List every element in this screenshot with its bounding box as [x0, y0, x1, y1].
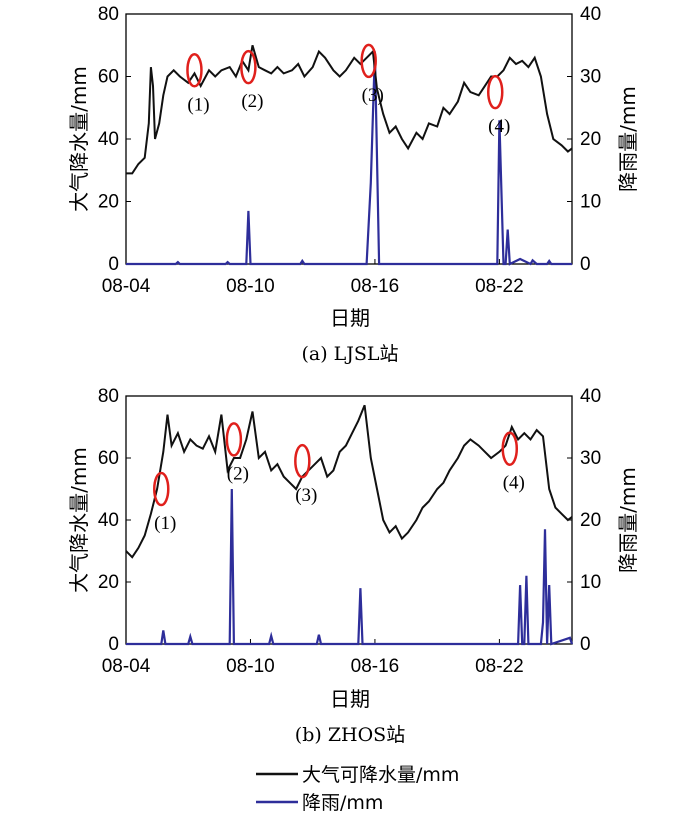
plot-frame-b — [125, 395, 573, 645]
annotation-label-a-3: (3) — [362, 85, 384, 106]
y2-tick-label-b-0: 0 — [580, 634, 591, 655]
tick-group-b: 0 20 40 60 80 0 10 20 30 40 08-04 08-10 08-16 08-22 — [98, 386, 601, 677]
y2-tick-label-a-4: 40 — [580, 4, 601, 25]
y2-tick-label-a-0: 0 — [580, 254, 591, 275]
y-tick-label-a-3: 60 — [98, 67, 119, 88]
y2-tick-label-a-3: 30 — [580, 67, 601, 88]
y2-axis-label-a: 降雨量/mm — [616, 86, 640, 192]
x-tick-label-b-0: 08-04 — [102, 656, 151, 677]
y-tick-label-b-1: 20 — [98, 572, 119, 593]
caption-a: (a) LJSL站 — [301, 343, 398, 365]
annotation-label-b-1: (1) — [154, 513, 176, 534]
highlight-ellipse-b-1 — [153, 471, 170, 507]
x-tick-label-a-3: 08-22 — [475, 276, 524, 297]
y-tick-label-b-2: 40 — [98, 510, 119, 531]
highlight-ellipse-a-1 — [186, 53, 203, 88]
annotation-label-a-1: (1) — [187, 94, 209, 115]
annotation-label-b-4: (4) — [503, 473, 525, 494]
y2-tick-label-a-1: 10 — [580, 192, 601, 213]
annotation-label-b-2: (2) — [227, 463, 249, 484]
y2-axis-label-b: 降雨量/mm — [616, 467, 640, 573]
plot-frame-a — [125, 13, 573, 265]
legend: 大气可降水量/mm 降雨/mm — [256, 764, 459, 814]
x-axis-label-b: 日期 — [330, 687, 370, 711]
y2-tick-label-b-1: 10 — [580, 572, 601, 593]
x-tick-label-b-3: 08-22 — [475, 656, 524, 677]
x-axis-label-a: 日期 — [330, 306, 370, 330]
y-axis-label-b: 大气降水量/mm — [67, 447, 91, 593]
highlight-ellipse-a-3 — [360, 43, 377, 79]
y2-tick-label-b-2: 20 — [580, 510, 601, 531]
x-tick-label-b-1: 08-10 — [226, 656, 275, 677]
annotation-label-a-2: (2) — [241, 91, 263, 112]
annotation-label-b-3: (3) — [295, 485, 317, 506]
legend-label-rain: 降雨/mm — [302, 792, 383, 814]
annotation-group-b: (1) (2) (3) (4) — [153, 422, 525, 534]
highlight-ellipse-a-4 — [486, 74, 504, 110]
panel-a: 0 20 40 60 80 0 10 20 30 40 08-04 08-10 08-16 08-22 (… — [67, 4, 640, 365]
y-tick-label-a-1: 20 — [98, 192, 119, 213]
panel-b: 0 20 40 60 80 0 10 20 30 40 08-04 08-10 08-16 08-22 (… — [67, 386, 640, 746]
y-tick-label-a-0: 0 — [108, 254, 119, 275]
y-tick-label-a-2: 40 — [98, 129, 119, 150]
x-tick-label-a-2: 08-16 — [351, 276, 400, 297]
highlight-ellipse-b-3 — [294, 443, 311, 479]
tick-group-a: 0 20 40 60 80 0 10 20 30 40 08-04 08-10 08-16 08-22 — [98, 4, 601, 297]
rain-series-a — [126, 51, 572, 266]
y-tick-label-b-4: 80 — [98, 386, 119, 407]
y-tick-label-a-4: 80 — [98, 4, 119, 25]
rain-series-b — [126, 488, 574, 646]
legend-label-pwv: 大气可降水量/mm — [302, 764, 459, 786]
pwv-series-b — [125, 404, 573, 559]
highlight-ellipse-b-4 — [501, 431, 519, 466]
highlight-ellipse-b-2 — [225, 422, 243, 457]
y-tick-label-b-3: 60 — [98, 448, 119, 469]
y-axis-label-a: 大气降水量/mm — [67, 66, 91, 212]
annotation-label-a-4: (4) — [488, 116, 510, 137]
x-tick-label-a-1: 08-10 — [226, 276, 275, 297]
caption-b: (b) ZHOS站 — [295, 724, 405, 746]
y2-tick-label-b-3: 30 — [580, 448, 601, 469]
y-tick-label-b-0: 0 — [108, 634, 119, 655]
x-tick-label-a-0: 08-04 — [102, 276, 151, 297]
highlight-ellipse-a-2 — [240, 49, 257, 85]
x-tick-label-b-2: 08-16 — [351, 656, 400, 677]
y2-tick-label-a-2: 20 — [580, 129, 601, 150]
annotation-group-a: (1) (2) (3) (4) — [186, 43, 510, 137]
y2-tick-label-b-4: 40 — [580, 386, 601, 407]
